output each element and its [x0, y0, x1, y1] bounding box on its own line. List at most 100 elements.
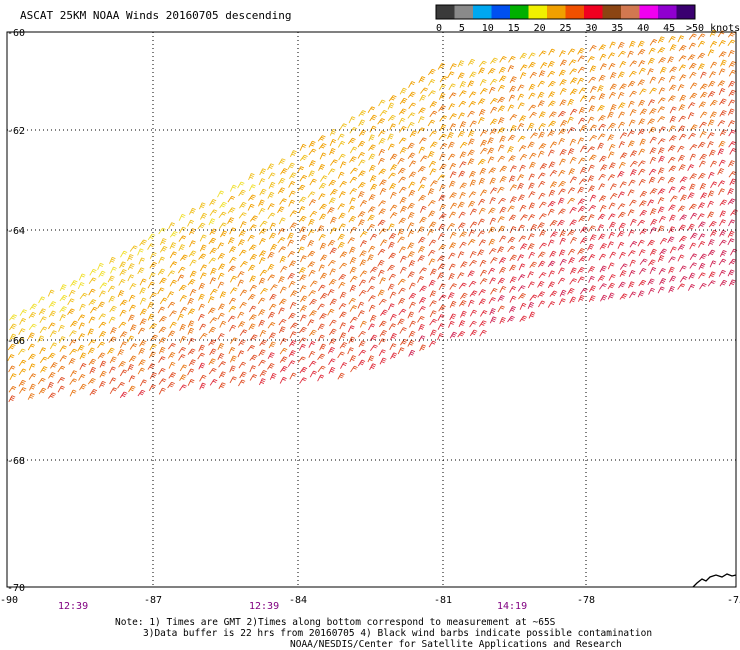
wind-barb — [727, 198, 736, 205]
wind-barb — [399, 87, 407, 95]
wind-barb — [317, 284, 326, 292]
wind-barb — [199, 234, 207, 242]
wind-barb — [529, 294, 538, 301]
wind-barb — [619, 61, 627, 68]
wind-barb — [347, 237, 356, 244]
wind-barb — [119, 341, 127, 349]
wind-barb — [599, 283, 607, 290]
wind-barb — [419, 176, 427, 184]
note-line-3: NOAA/NESDIS/Center for Satellite Applica… — [290, 639, 622, 650]
wind-barb — [117, 290, 125, 298]
wind-barb — [287, 232, 294, 240]
wind-barb — [597, 85, 604, 93]
wind-barb — [79, 352, 87, 360]
wind-barb — [388, 273, 396, 281]
wind-barb — [437, 174, 446, 181]
wind-barb — [377, 248, 386, 256]
wind-barb — [108, 295, 116, 303]
wind-barb — [708, 221, 717, 228]
wind-barb — [718, 188, 725, 196]
map-gridlines — [7, 32, 736, 587]
wind-barb — [559, 79, 567, 86]
wind-barb — [458, 300, 467, 307]
wind-barb — [657, 206, 665, 214]
wind-barb — [408, 160, 417, 168]
wind-barb — [478, 320, 487, 327]
wind-barb — [598, 195, 607, 202]
wind-barb — [247, 203, 255, 211]
wind-barb — [677, 205, 686, 212]
wind-barb — [98, 270, 106, 278]
wind-barb — [89, 366, 97, 374]
wind-barb — [69, 389, 77, 397]
wind-barb — [139, 318, 147, 326]
wind-barb — [388, 252, 397, 260]
wind-barb — [527, 301, 535, 309]
wind-barb — [279, 376, 287, 384]
wind-barb — [687, 223, 695, 231]
wind-barb — [687, 164, 695, 172]
wind-barb — [437, 272, 445, 280]
wind-barb — [497, 216, 505, 223]
wind-barb — [377, 219, 386, 226]
wind-barb — [209, 247, 218, 255]
wind-barb — [358, 129, 367, 137]
wind-barb — [309, 210, 318, 218]
wind-barb — [477, 218, 485, 226]
wind-barb — [468, 91, 477, 98]
wind-barb — [57, 365, 66, 373]
wind-barb — [667, 56, 675, 64]
wind-barb — [137, 248, 144, 256]
wind-barb — [558, 267, 565, 275]
colorbar-swatch — [565, 5, 585, 19]
wind-barb — [218, 211, 227, 219]
wind-barb — [668, 95, 676, 102]
wind-barb — [390, 333, 397, 340]
wind-barb — [569, 219, 577, 226]
wind-barb — [157, 287, 165, 295]
wind-barb — [407, 230, 415, 238]
wind-barb — [588, 154, 597, 161]
wind-barb — [649, 227, 657, 234]
wind-barb — [288, 180, 296, 188]
wind-barb — [68, 358, 76, 365]
wind-barb — [37, 335, 45, 343]
wind-barb — [317, 334, 325, 342]
wind-barb — [548, 161, 556, 169]
wind-barb — [718, 258, 727, 266]
wind-barb — [177, 266, 186, 274]
wind-barb — [308, 218, 315, 226]
wind-barb — [720, 59, 727, 67]
wind-barb — [158, 315, 167, 323]
wind-barb — [718, 88, 726, 96]
wind-barb — [378, 338, 386, 346]
wind-barb — [610, 104, 617, 112]
wind-barb — [689, 253, 698, 261]
wind-barb — [658, 76, 666, 84]
wind-barb — [727, 39, 736, 47]
wind-barb — [229, 376, 237, 384]
wind-barb — [519, 153, 528, 161]
wind-barb — [298, 326, 307, 334]
wind-barb — [550, 231, 558, 238]
wind-barb — [580, 226, 588, 234]
wind-barb — [399, 126, 407, 133]
wind-barb — [209, 277, 217, 285]
wind-barb — [589, 194, 597, 202]
wind-barb — [78, 333, 86, 340]
wind-barb — [228, 347, 236, 354]
wind-barb — [59, 355, 67, 362]
wind-barb — [607, 52, 616, 59]
longitude-labels: -90-87-84-81-78-75 — [0, 595, 740, 606]
wind-barb — [419, 285, 427, 293]
wind-barb — [68, 289, 76, 297]
wind-barb — [649, 156, 657, 164]
wind-barb — [657, 225, 665, 233]
wind-barb — [269, 222, 276, 230]
wind-barb — [588, 185, 596, 193]
wind-barb — [688, 272, 696, 280]
wind-barb — [429, 130, 437, 137]
wind-barb — [188, 207, 196, 215]
wind-barb — [337, 372, 345, 380]
wind-barb — [479, 329, 487, 337]
